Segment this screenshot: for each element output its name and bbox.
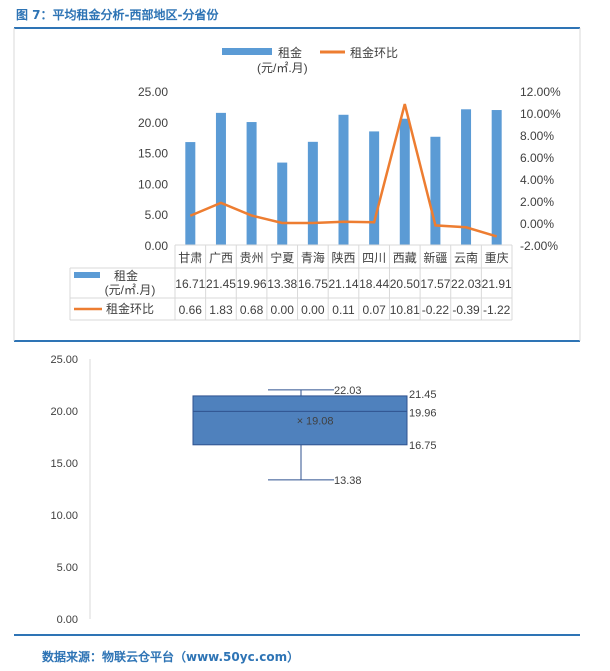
min-label: 13.38 bbox=[334, 475, 362, 487]
bar-四川 bbox=[369, 131, 380, 245]
category-label: 青海 bbox=[301, 250, 325, 265]
data-source: 数据来源：物联云仓平台（www.50yc.com） bbox=[42, 650, 300, 664]
left-axis-tick: 25.00 bbox=[138, 85, 168, 99]
box-axis-tick: 15.00 bbox=[50, 458, 78, 470]
category-label: 西藏 bbox=[393, 251, 417, 265]
bar-贵州 bbox=[246, 122, 257, 245]
box-axis-tick: 25.00 bbox=[50, 354, 78, 366]
table-rent-value: 19.96 bbox=[237, 277, 267, 291]
right-axis-tick: 2.00% bbox=[520, 195, 554, 209]
category-label: 陕西 bbox=[331, 250, 355, 265]
bar-重庆 bbox=[491, 110, 502, 246]
left-axis-tick: 5.00 bbox=[145, 208, 169, 222]
category-label: 贵州 bbox=[240, 251, 264, 265]
table-mom-value: 0.07 bbox=[362, 303, 386, 317]
table-mom-value: 0.00 bbox=[271, 303, 295, 317]
legend-bar-label: 租金 bbox=[278, 45, 302, 60]
table-mom-value: 0.68 bbox=[240, 303, 264, 317]
table-rent-value: 16.71 bbox=[175, 277, 205, 291]
right-axis-tick: 12.00% bbox=[520, 85, 561, 99]
table-mom-label: 租金环比 bbox=[106, 301, 154, 316]
category-label: 甘肃 bbox=[178, 251, 202, 265]
table-rent-value: 16.75 bbox=[298, 277, 328, 291]
right-axis-tick: -2.00% bbox=[520, 239, 558, 253]
legend-bar-unit: (元/㎡.月) bbox=[257, 61, 308, 75]
box-axis-tick: 20.00 bbox=[50, 406, 78, 418]
table-rent-value: 21.14 bbox=[328, 277, 358, 291]
table-bar-swatch bbox=[74, 272, 100, 278]
q1-label: 16.75 bbox=[409, 440, 437, 452]
box-iqr bbox=[192, 395, 408, 446]
right-axis-tick: 0.00% bbox=[520, 217, 554, 231]
mean-label: 19.08 bbox=[306, 416, 334, 428]
right-axis-tick: 8.00% bbox=[520, 129, 554, 143]
table-mom-value: 0.00 bbox=[301, 303, 325, 317]
legend-line-label: 租金环比 bbox=[350, 45, 398, 60]
right-axis-tick: 4.00% bbox=[520, 173, 554, 187]
bar-新疆 bbox=[430, 136, 441, 245]
box-axis-tick: 5.00 bbox=[57, 562, 78, 574]
right-axis-tick: 10.00% bbox=[520, 107, 561, 121]
table-mom-value: 10.81 bbox=[390, 303, 420, 317]
figure-title: 图 7：平均租金分析-西部地区-分省份 bbox=[16, 8, 219, 22]
table-mom-value: -0.22 bbox=[422, 303, 450, 317]
box-axis-tick: 0.00 bbox=[57, 614, 78, 626]
bar-陕西 bbox=[338, 114, 349, 245]
table-mom-value: 0.11 bbox=[332, 303, 355, 317]
table-rent-value: 17.57 bbox=[420, 277, 450, 291]
left-axis-tick: 10.00 bbox=[138, 177, 168, 191]
bar-青海 bbox=[307, 141, 318, 245]
table-rent-label: 租金 bbox=[114, 268, 138, 283]
mean-marker: × bbox=[297, 416, 303, 428]
category-label: 重庆 bbox=[485, 251, 509, 265]
bar-甘肃 bbox=[185, 142, 196, 245]
left-axis-tick: 20.00 bbox=[138, 116, 168, 130]
table-mom-value: -0.39 bbox=[452, 303, 480, 317]
left-axis-tick: 15.00 bbox=[138, 147, 168, 161]
table-rent-value: 21.45 bbox=[206, 277, 236, 291]
category-label: 宁夏 bbox=[270, 250, 294, 265]
median-label: 19.96 bbox=[409, 407, 437, 419]
max-label: 22.03 bbox=[334, 385, 362, 397]
legend-bar-swatch bbox=[222, 48, 272, 55]
bar-云南 bbox=[461, 109, 472, 245]
category-label: 新疆 bbox=[423, 250, 447, 265]
bar-西藏 bbox=[399, 118, 410, 245]
table-rent-value: 21.91 bbox=[482, 277, 512, 291]
left-axis-tick: 0.00 bbox=[145, 239, 169, 253]
table-rent-value: 18.44 bbox=[359, 277, 389, 291]
table-rent-unit: (元/㎡.月) bbox=[105, 283, 156, 297]
right-axis-tick: 6.00% bbox=[520, 151, 554, 165]
category-label: 广西 bbox=[209, 251, 233, 265]
bar-广西 bbox=[215, 112, 226, 245]
box-axis-tick: 10.00 bbox=[50, 510, 78, 522]
category-label: 云南 bbox=[454, 250, 478, 265]
category-label: 四川 bbox=[362, 251, 386, 265]
table-mom-value: 0.66 bbox=[179, 303, 203, 317]
mom-line bbox=[189, 103, 498, 238]
table-rent-value: 22.03 bbox=[451, 277, 481, 291]
q3-label: 21.45 bbox=[409, 389, 437, 401]
table-rent-value: 20.50 bbox=[390, 277, 420, 291]
bar-宁夏 bbox=[277, 162, 288, 245]
table-mom-value: 1.83 bbox=[209, 303, 233, 317]
table-mom-value: -1.22 bbox=[483, 303, 511, 317]
table-rent-value: 13.38 bbox=[267, 277, 297, 291]
